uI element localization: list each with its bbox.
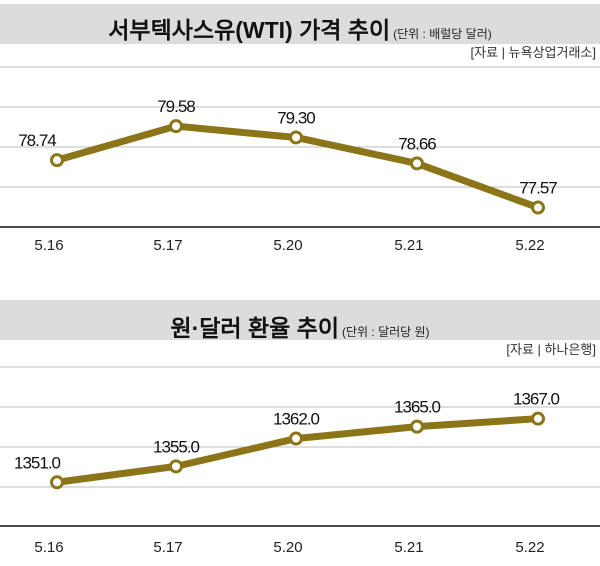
- data-label: 1362.0: [273, 410, 320, 429]
- data-point: [289, 130, 303, 145]
- x-tick-label: 5.16: [34, 539, 63, 556]
- x-tick-label: 5.22: [515, 237, 544, 254]
- data-label: 79.58: [157, 97, 195, 116]
- data-label: 1351.0: [14, 453, 61, 472]
- title-banner: [0, 300, 600, 340]
- x-tick-label: 5.16: [34, 237, 63, 254]
- chart-source: [자료 | 뉴욕상업거래소]: [471, 45, 596, 60]
- data-point: [410, 419, 424, 434]
- data-label: 1365.0: [394, 398, 441, 417]
- x-tick-label: 5.20: [273, 237, 302, 254]
- x-tick-label: 5.21: [394, 237, 423, 254]
- data-point: [410, 156, 424, 171]
- data-label: 77.57: [519, 179, 557, 198]
- chart-unit: (단위 : 달러당 원): [342, 325, 430, 339]
- data-point: [169, 459, 183, 474]
- data-point: [169, 119, 183, 134]
- chart-title: 원·달러 환율 추이 (단위 : 달러당 원): [170, 315, 429, 341]
- chart-source: [자료 | 하나은행]: [506, 342, 596, 357]
- chart-title-text: 서부텍사스유(WTI) 가격 추이: [108, 17, 390, 43]
- data-label: 78.66: [398, 134, 436, 153]
- data-point: [531, 411, 545, 426]
- data-label: 78.74: [18, 131, 56, 150]
- data-point: [50, 153, 64, 168]
- x-tick-label: 5.22: [515, 539, 544, 556]
- chart-unit: (단위 : 배럴당 달러): [393, 27, 492, 41]
- data-point: [531, 200, 545, 215]
- x-tick-label: 5.17: [153, 539, 182, 556]
- x-tick-label: 5.20: [273, 539, 302, 556]
- data-point: [289, 431, 303, 446]
- chart-title: 서부텍사스유(WTI) 가격 추이 (단위 : 배럴당 달러): [108, 17, 491, 43]
- x-tick-label: 5.21: [394, 539, 423, 556]
- data-label: 1367.0: [513, 390, 560, 409]
- title-banner: [0, 4, 600, 44]
- data-point: [50, 475, 64, 490]
- data-label: 1355.0: [153, 437, 200, 456]
- chart-title-text: 원·달러 환율 추이: [170, 315, 339, 341]
- data-label: 79.30: [277, 108, 315, 127]
- x-tick-label: 5.17: [153, 237, 182, 254]
